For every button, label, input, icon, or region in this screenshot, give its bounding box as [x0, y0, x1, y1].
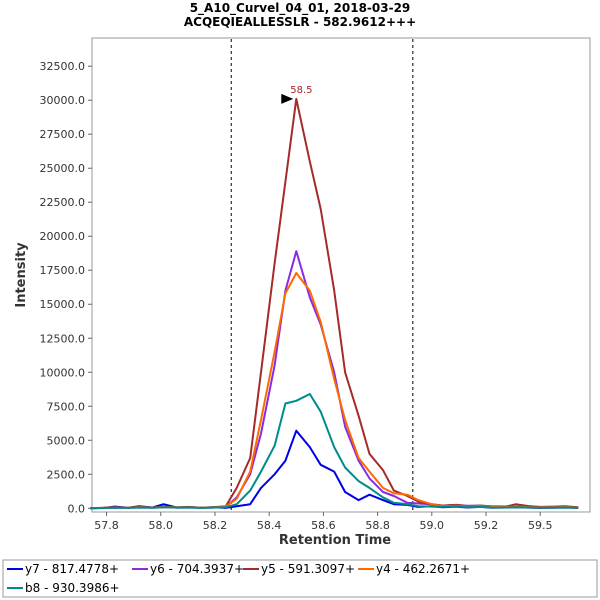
legend-items: y7 - 817.4778+ y6 - 704.3937+ y5 - 591.309…	[7, 562, 470, 595]
y-tick-label: 27500.0	[40, 128, 86, 141]
y-tick-label: 25000.0	[40, 162, 86, 175]
series-line	[90, 393, 579, 510]
y-tick-label: 2500.0	[47, 468, 86, 481]
legend-label: y4 - 462.2671+	[376, 562, 470, 576]
x-tick-label: 58.2	[203, 519, 228, 532]
peak-marker-arrow	[281, 93, 294, 104]
legend-label: y5 - 591.3097+	[261, 562, 355, 576]
x-tick-label: 59.5	[528, 519, 553, 532]
y-tick-label: 12500.0	[40, 332, 86, 345]
y-axis-label: Intensity	[14, 242, 29, 308]
y-tick-label: 7500.0	[47, 400, 86, 413]
y-tick-label: 17500.0	[40, 264, 86, 277]
peak-annotation: 58.5	[281, 85, 313, 104]
x-tick-label: 59.0	[420, 519, 445, 532]
legend-label: y6 - 704.3937+	[150, 562, 244, 576]
y-tick-label: 5000.0	[47, 434, 86, 447]
y-tick-label: 0.0	[68, 502, 86, 515]
y-tick-label: 22500.0	[40, 196, 86, 209]
plot-area[interactable]	[91, 37, 591, 513]
chart-subtitle: ACQEQIEALLESSLR - 582.9612+++	[184, 15, 416, 29]
x-tick-label: 58.8	[365, 519, 390, 532]
x-axis: 57.8 58.0 58.2 58.4 58.6 58.8 59.0 59.2 59.5	[94, 512, 552, 532]
x-axis-label: Retention Time	[279, 533, 391, 548]
x-tick-label: 58.6	[311, 519, 336, 532]
x-tick-label: 58.0	[149, 519, 174, 532]
x-tick-label: 57.8	[94, 519, 119, 532]
y-tick-label: 20000.0	[40, 230, 86, 243]
y-tick-label: 32500.0	[40, 60, 86, 73]
legend-label: y7 - 817.4778+	[25, 562, 119, 576]
legend	[2, 559, 598, 598]
legend-label: b8 - 930.3986+	[25, 581, 120, 595]
y-axis: 0.0 2500.0 5000.0 7500.0 10000.0 12500.0 15000…	[40, 60, 92, 515]
x-tick-label: 58.4	[257, 519, 282, 532]
series-lines	[90, 97, 579, 510]
integration-boundaries	[230, 39, 414, 511]
y-tick-label: 30000.0	[40, 94, 86, 107]
y-tick-label: 15000.0	[40, 298, 86, 311]
peak-label: 58.5	[290, 85, 312, 96]
chart-title: 5_A10_Curvel_04_01, 2018-03-29	[190, 1, 411, 16]
x-tick-label: 59.2	[474, 519, 499, 532]
y-tick-label: 10000.0	[40, 366, 86, 379]
